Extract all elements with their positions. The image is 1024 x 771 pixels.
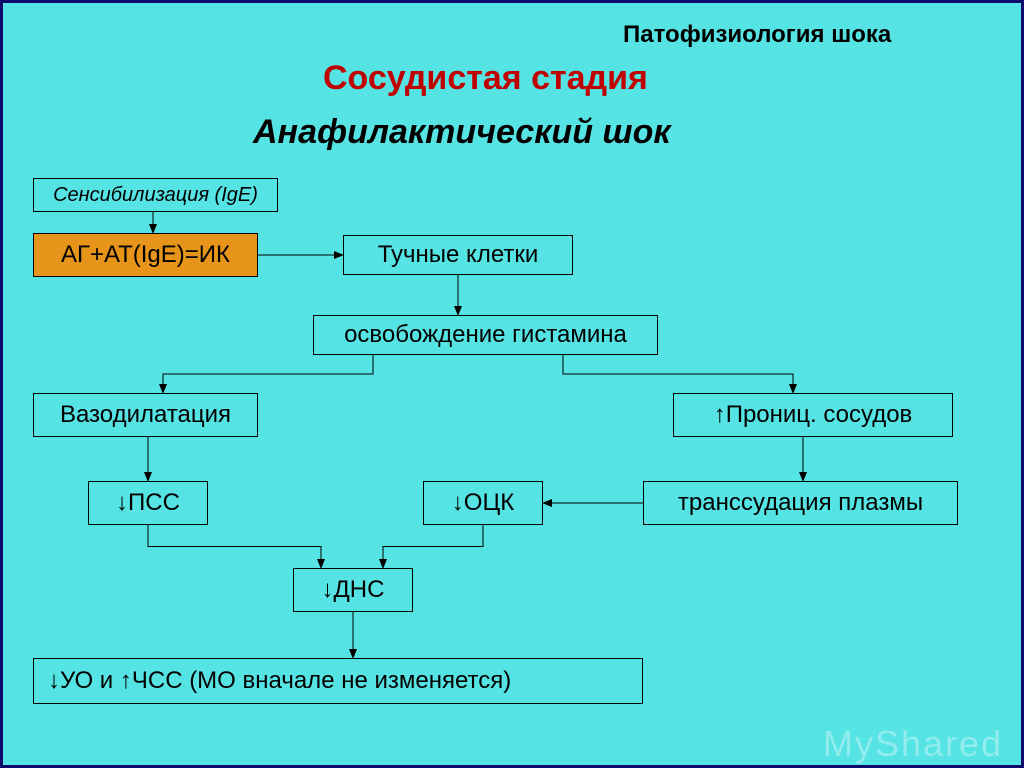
flow-node-pss: ↓ПСС (88, 481, 208, 525)
slide: Патофизиология шока Сосудистая стадия Ан… (0, 0, 1024, 768)
edge-ock-dns (383, 525, 483, 568)
flow-node-trans: транссудация плазмы (643, 481, 958, 525)
header-right: Патофизиология шока (623, 21, 891, 49)
flow-node-uo: ↓УО и ↑ЧСС (МО вначале не изменяется) (33, 658, 643, 704)
watermark: MyShared (823, 723, 1003, 765)
slide-subtitle: Анафилактический шок (253, 113, 671, 152)
flow-node-vaso: Вазодилатация (33, 393, 258, 437)
flow-node-hist: освобождение гистамина (313, 315, 658, 355)
flow-node-sens: Сенсибилизация (IgE) (33, 178, 278, 212)
flow-node-ock: ↓ОЦК (423, 481, 543, 525)
flow-node-perm: ↑Прониц. сосудов (673, 393, 953, 437)
edge-hist-vaso (163, 355, 373, 393)
flow-node-ag: АГ+АТ(IgE)=ИК (33, 233, 258, 277)
edge-pss-dns (148, 525, 321, 568)
edge-hist-perm (563, 355, 793, 393)
flow-node-dns: ↓ДНС (293, 568, 413, 612)
slide-title: Сосудистая стадия (323, 59, 648, 98)
flow-node-mast: Тучные клетки (343, 235, 573, 275)
